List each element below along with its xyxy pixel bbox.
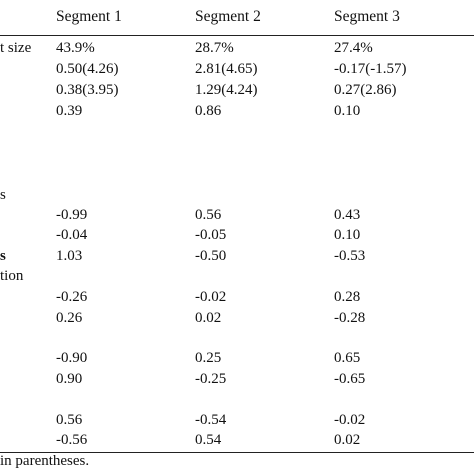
table-cell: -0.26 <box>56 289 88 305</box>
table-cell: 0.65 <box>334 350 361 366</box>
table-cell: -0.02 <box>334 412 366 428</box>
table-cell: 27.4% <box>334 40 373 56</box>
table-cell: -0.28 <box>334 310 366 326</box>
table-cell: -0.90 <box>56 350 88 366</box>
table-cell: -0.25 <box>195 371 227 387</box>
table-cell: -0.05 <box>195 227 227 243</box>
table-cell: 0.10 <box>334 103 361 119</box>
table-cell: 0.56 <box>56 412 83 428</box>
table-cell: -0.50 <box>195 248 227 264</box>
header-rule <box>0 35 474 36</box>
table-cell: 1.03 <box>56 248 83 264</box>
table-cell: -0.56 <box>56 432 88 448</box>
table-cell: 0.86 <box>195 103 222 119</box>
table-cell: 0.02 <box>195 310 222 326</box>
table-cell: -0.02 <box>195 289 227 305</box>
table-cell: -0.54 <box>195 412 227 428</box>
table-cell: -0.65 <box>334 371 366 387</box>
row-label-group-bold: s <box>0 248 6 264</box>
table-cell: 0.43 <box>334 207 361 223</box>
table-cell: 0.38(3.95) <box>56 82 119 98</box>
table-footnote: in parentheses. <box>0 453 90 469</box>
table-cell: 28.7% <box>195 40 234 56</box>
table-cell: 1.29(4.24) <box>195 82 258 98</box>
table-cell: -0.99 <box>56 207 88 223</box>
table-cell: 0.50(4.26) <box>56 61 119 77</box>
table-cell: 0.28 <box>334 289 361 305</box>
table-cell: 0.25 <box>195 350 222 366</box>
table-cell: 43.9% <box>56 40 95 56</box>
table-cell: 0.10 <box>334 227 361 243</box>
table-cell: 0.02 <box>334 432 361 448</box>
table-cell: -0.53 <box>334 248 366 264</box>
column-header-segment-3: Segment 3 <box>334 8 400 25</box>
table-cell: 0.27(2.86) <box>334 82 397 98</box>
table-cell: 0.90 <box>56 371 83 387</box>
table-cell: 0.39 <box>56 103 83 119</box>
row-label-group-s: s <box>0 187 6 203</box>
table-cell: 2.81(4.65) <box>195 61 258 77</box>
table-cell: 0.56 <box>195 207 222 223</box>
table-cell: 0.54 <box>195 432 222 448</box>
column-header-segment-2: Segment 2 <box>195 8 261 25</box>
row-label-market-size: t size <box>0 40 32 56</box>
table-cell: 0.26 <box>56 310 83 326</box>
column-header-segment-1: Segment 1 <box>56 8 122 25</box>
row-label-group-ation: tion <box>0 268 24 284</box>
table-cell: -0.17(-1.57) <box>334 61 407 77</box>
table-cell: -0.04 <box>56 227 88 243</box>
bottom-rule <box>0 452 474 453</box>
